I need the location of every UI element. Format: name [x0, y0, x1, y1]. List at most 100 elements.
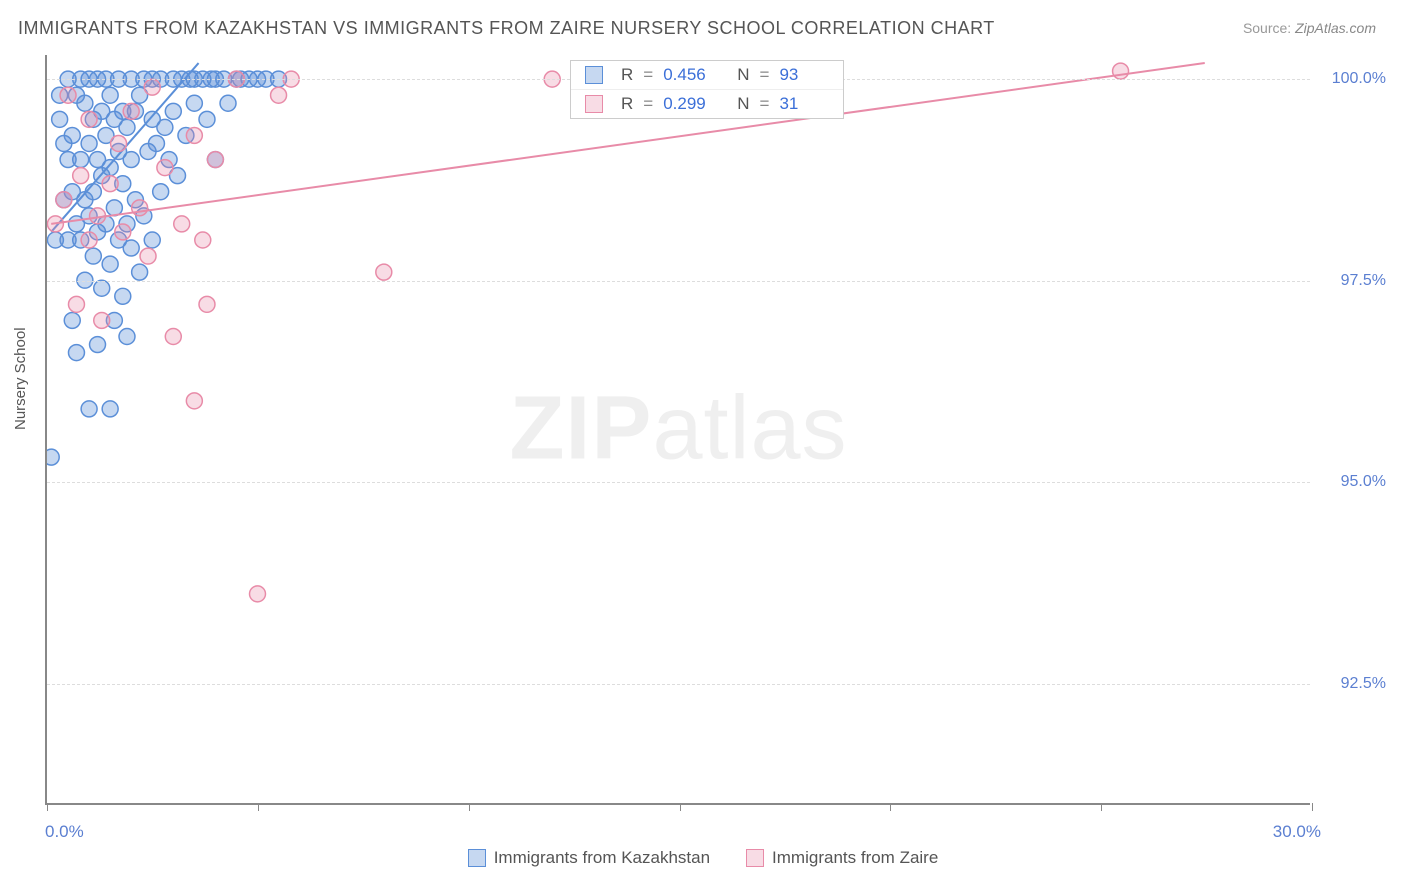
- data-point: [186, 127, 202, 143]
- x-tick-mark: [1312, 803, 1313, 811]
- data-point: [199, 111, 215, 127]
- data-point: [199, 296, 215, 312]
- stats-row: R = 0.456 N = 93: [571, 61, 843, 90]
- chart-svg: [47, 55, 1310, 803]
- data-point: [132, 200, 148, 216]
- legend-item: Immigrants from Zaire: [746, 848, 938, 868]
- data-point: [144, 232, 160, 248]
- r-label: R: [621, 65, 633, 85]
- legend-item: Immigrants from Kazakhstan: [468, 848, 710, 868]
- data-point: [94, 312, 110, 328]
- data-point: [81, 111, 97, 127]
- gridline-h: [47, 482, 1310, 483]
- equals-sign: =: [760, 65, 770, 85]
- data-point: [102, 256, 118, 272]
- data-point: [64, 312, 80, 328]
- data-point: [153, 184, 169, 200]
- data-point: [81, 232, 97, 248]
- equals-sign: =: [760, 94, 770, 114]
- x-tick-mark: [469, 803, 470, 811]
- legend-swatch: [746, 849, 764, 867]
- data-point: [115, 288, 131, 304]
- data-point: [186, 95, 202, 111]
- data-point: [186, 393, 202, 409]
- data-point: [73, 168, 89, 184]
- legend-swatch: [468, 849, 486, 867]
- x-tick-mark: [47, 803, 48, 811]
- data-point: [90, 208, 106, 224]
- equals-sign: =: [643, 94, 653, 114]
- data-point: [144, 79, 160, 95]
- data-point: [60, 87, 76, 103]
- gridline-h: [47, 281, 1310, 282]
- data-point: [157, 160, 173, 176]
- data-point: [77, 95, 93, 111]
- n-label: N: [737, 65, 749, 85]
- data-point: [157, 119, 173, 135]
- legend-bottom: Immigrants from Kazakhstan Immigrants fro…: [0, 848, 1406, 872]
- source-value: ZipAtlas.com: [1295, 20, 1376, 36]
- legend-label: Immigrants from Zaire: [772, 848, 938, 868]
- n-value: 31: [779, 94, 829, 114]
- data-point: [102, 160, 118, 176]
- data-point: [207, 152, 223, 168]
- y-tick-label: 97.5%: [1341, 272, 1386, 290]
- data-point: [271, 87, 287, 103]
- r-value: 0.456: [663, 65, 713, 85]
- data-point: [102, 87, 118, 103]
- y-axis-label: Nursery School: [12, 327, 29, 430]
- n-value: 93: [779, 65, 829, 85]
- data-point: [1113, 63, 1129, 79]
- equals-sign: =: [643, 65, 653, 85]
- y-tick-label: 100.0%: [1332, 70, 1386, 88]
- data-point: [102, 176, 118, 192]
- stats-row: R = 0.299 N = 31: [571, 90, 843, 118]
- source-label: Source:: [1243, 20, 1291, 36]
- y-tick-label: 92.5%: [1341, 675, 1386, 693]
- gridline-h: [47, 684, 1310, 685]
- r-value: 0.299: [663, 94, 713, 114]
- data-point: [52, 111, 68, 127]
- data-point: [94, 280, 110, 296]
- data-point: [250, 586, 266, 602]
- n-label: N: [737, 94, 749, 114]
- x-axis-min: 0.0%: [45, 822, 84, 842]
- chart-title: IMMIGRANTS FROM KAZAKHSTAN VS IMMIGRANTS…: [18, 18, 995, 39]
- series-swatch: [585, 95, 603, 113]
- r-label: R: [621, 94, 633, 114]
- data-point: [68, 345, 84, 361]
- data-point: [56, 192, 72, 208]
- data-point: [195, 232, 211, 248]
- x-tick-mark: [258, 803, 259, 811]
- data-point: [111, 135, 127, 151]
- data-point: [376, 264, 392, 280]
- data-point: [148, 135, 164, 151]
- data-point: [73, 152, 89, 168]
- x-axis-max: 30.0%: [1273, 822, 1321, 842]
- data-point: [68, 296, 84, 312]
- data-point: [132, 264, 148, 280]
- data-point: [119, 119, 135, 135]
- data-point: [85, 248, 101, 264]
- data-point: [123, 240, 139, 256]
- y-tick-label: 95.0%: [1341, 473, 1386, 491]
- data-point: [115, 224, 131, 240]
- data-point: [123, 152, 139, 168]
- x-tick-mark: [1101, 803, 1102, 811]
- data-point: [220, 95, 236, 111]
- data-point: [174, 216, 190, 232]
- x-tick-mark: [890, 803, 891, 811]
- data-point: [119, 329, 135, 345]
- stats-legend: R = 0.456 N = 93 R = 0.299 N = 31: [570, 60, 844, 119]
- data-point: [81, 135, 97, 151]
- series-swatch: [585, 66, 603, 84]
- plot-area: ZIPatlas: [45, 55, 1310, 805]
- legend-label: Immigrants from Kazakhstan: [494, 848, 710, 868]
- data-point: [165, 329, 181, 345]
- data-point: [85, 184, 101, 200]
- data-point: [47, 216, 63, 232]
- data-point: [81, 401, 97, 417]
- data-point: [64, 127, 80, 143]
- data-point: [140, 248, 156, 264]
- data-point: [123, 103, 139, 119]
